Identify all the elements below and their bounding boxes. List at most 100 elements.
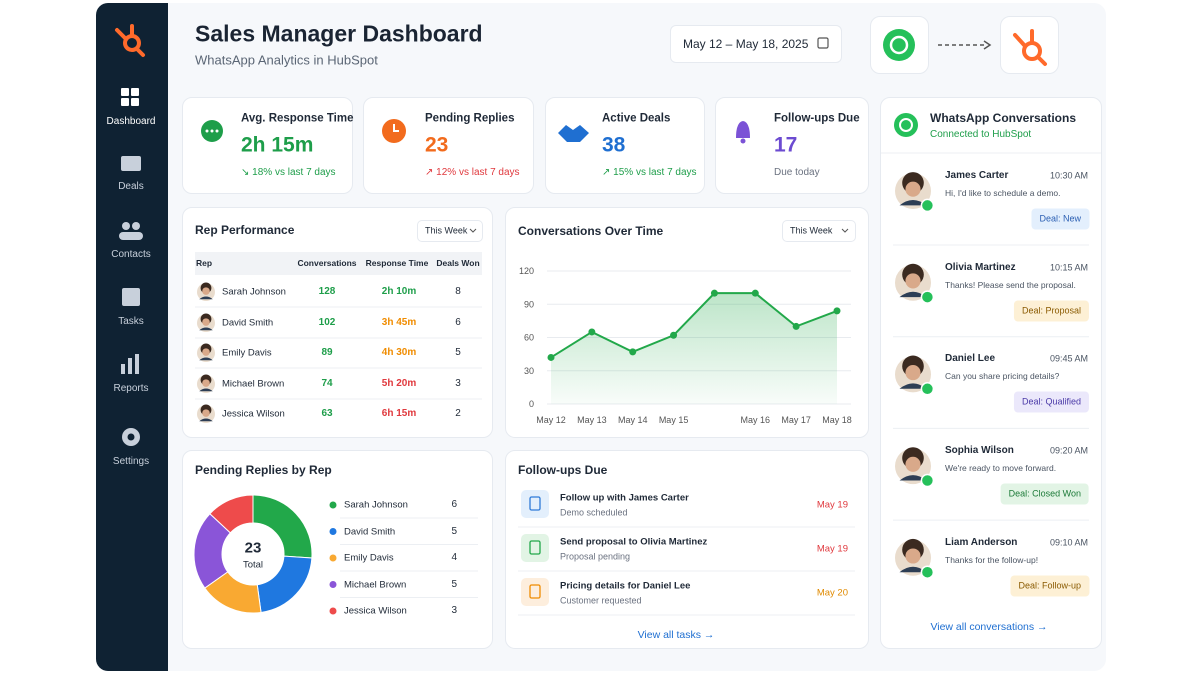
filter: This Week [425, 225, 468, 236]
avatar-face [202, 318, 210, 326]
kpi-delta: ↗ 12% vs last 7 days [425, 167, 520, 178]
avatar-body [199, 418, 213, 422]
filter: This Week [790, 225, 833, 236]
x-tick-label: May 13 [577, 415, 607, 425]
column-header: Rep [196, 257, 213, 268]
legend-label: Emily Davis [344, 552, 394, 564]
task-icon [521, 490, 549, 518]
deal-badge: Deal: Follow-up [1010, 575, 1089, 597]
task-title: Send proposal to Olivia Martinez [560, 536, 708, 548]
link[interactable]: View all tasks → [637, 628, 715, 641]
contact-name: Sophia Wilson [945, 445, 1014, 457]
legend-label: Sarah Johnson [344, 499, 408, 511]
rep-name: Jessica Wilson [222, 408, 285, 420]
kpi-delta: ↘ 18% vs last 7 days [241, 167, 336, 178]
kpi-value: 38 [602, 133, 626, 157]
line [550, 292, 838, 359]
point [833, 307, 841, 315]
deals-won: 5 [455, 347, 461, 358]
legend-value: 5 [451, 525, 457, 537]
card-title: WhatsApp Conversations [930, 111, 1077, 125]
task-sub: Proposal pending [560, 551, 631, 562]
avatar-body [199, 388, 213, 392]
task-icon [521, 578, 549, 606]
task-icon-doc [529, 584, 541, 599]
avatar-face [202, 287, 210, 295]
point [751, 289, 759, 297]
legend-value: 4 [451, 552, 457, 563]
message-time: 09:45 AM [1049, 353, 1088, 364]
avatar-body [199, 296, 213, 300]
task-title: Pricing details for Daniel Lee [560, 580, 691, 592]
contact-name: Daniel Lee [945, 353, 996, 365]
area [551, 293, 837, 404]
nav-item[interactable]: Contacts [111, 249, 151, 260]
point [547, 353, 555, 361]
page-subtitle: WhatsApp Analytics in HubSpot [195, 52, 378, 68]
y-tick-label: 120 [519, 266, 534, 276]
nav-item[interactable]: Tasks [118, 316, 144, 327]
point [670, 331, 678, 339]
nav-item[interactable]: Reports [113, 383, 149, 394]
chevron [841, 228, 849, 233]
donut-total-label: Total [242, 559, 264, 571]
contact-name: James Carter [945, 170, 1009, 181]
nav-item[interactable]: Dashboard [106, 116, 156, 127]
kpi-label: Avg. Response Time [241, 112, 354, 125]
kpi-value: 17 [774, 133, 798, 157]
whatsapp-logos [817, 29, 992, 137]
avatar-body [899, 200, 927, 206]
rep-name: David Smith [222, 317, 274, 329]
donut-hole [222, 523, 284, 585]
message: Can you share pricing details? [945, 371, 1060, 382]
avatar-body [899, 291, 927, 298]
point [588, 328, 596, 336]
nav-item[interactable]: Settings [112, 456, 150, 467]
conversations: 89 [321, 347, 333, 358]
avatar-body [199, 327, 213, 331]
task-icon [521, 534, 549, 562]
wa-badge [920, 473, 935, 488]
message: Thanks! Please send the proposal. [945, 279, 1076, 290]
task-sub: Customer requested [560, 595, 642, 606]
y-tick-label: 90 [524, 299, 534, 309]
y-tick-label: 0 [529, 399, 534, 409]
task-icon-doc [529, 540, 541, 555]
link[interactable]: View all conversations → [930, 620, 1048, 633]
message-time: 09:20 AM [1049, 445, 1088, 456]
avatar-face [905, 456, 921, 472]
response-time: 4h 30m [381, 347, 417, 358]
filter-dropdown[interactable] [782, 220, 856, 242]
hubspot-logo [115, 24, 1047, 66]
rep-name: Emily Davis [222, 347, 272, 359]
legend-dot [329, 501, 337, 509]
wa-badge [920, 290, 935, 304]
avatar-face [905, 181, 921, 197]
nav-item[interactable]: Deals [118, 181, 144, 192]
followup-card [505, 450, 869, 649]
kpi-card [715, 97, 869, 194]
message: Thanks for the follow-up! [945, 554, 1039, 565]
kpi-card [182, 97, 353, 194]
x-tick-label: May 15 [659, 415, 689, 425]
message-time: 09:10 AM [1049, 537, 1088, 548]
column-header: Response Time [365, 257, 429, 268]
kpi-label: Pending Replies [425, 112, 515, 125]
response-time: 5h 20m [381, 378, 417, 389]
avatar-body [899, 383, 927, 389]
kpi-value: 23 [425, 133, 449, 157]
deals-won: 8 [455, 286, 461, 297]
filter-dropdown[interactable] [417, 220, 483, 242]
legend-label: David Smith [344, 525, 396, 537]
card-title: Pending Replies by Rep [195, 463, 332, 477]
deals-won: 3 [455, 378, 461, 389]
legend-value: 6 [451, 499, 457, 510]
date-picker[interactable] [670, 25, 842, 63]
avatar-face [202, 409, 210, 417]
card-title: Follow-ups Due [518, 463, 608, 477]
kpi-label: Active Deals [602, 112, 671, 125]
task-icon-doc [529, 496, 541, 511]
sidebar [96, 3, 168, 671]
conversations: 102 [318, 317, 336, 328]
point [629, 348, 637, 356]
